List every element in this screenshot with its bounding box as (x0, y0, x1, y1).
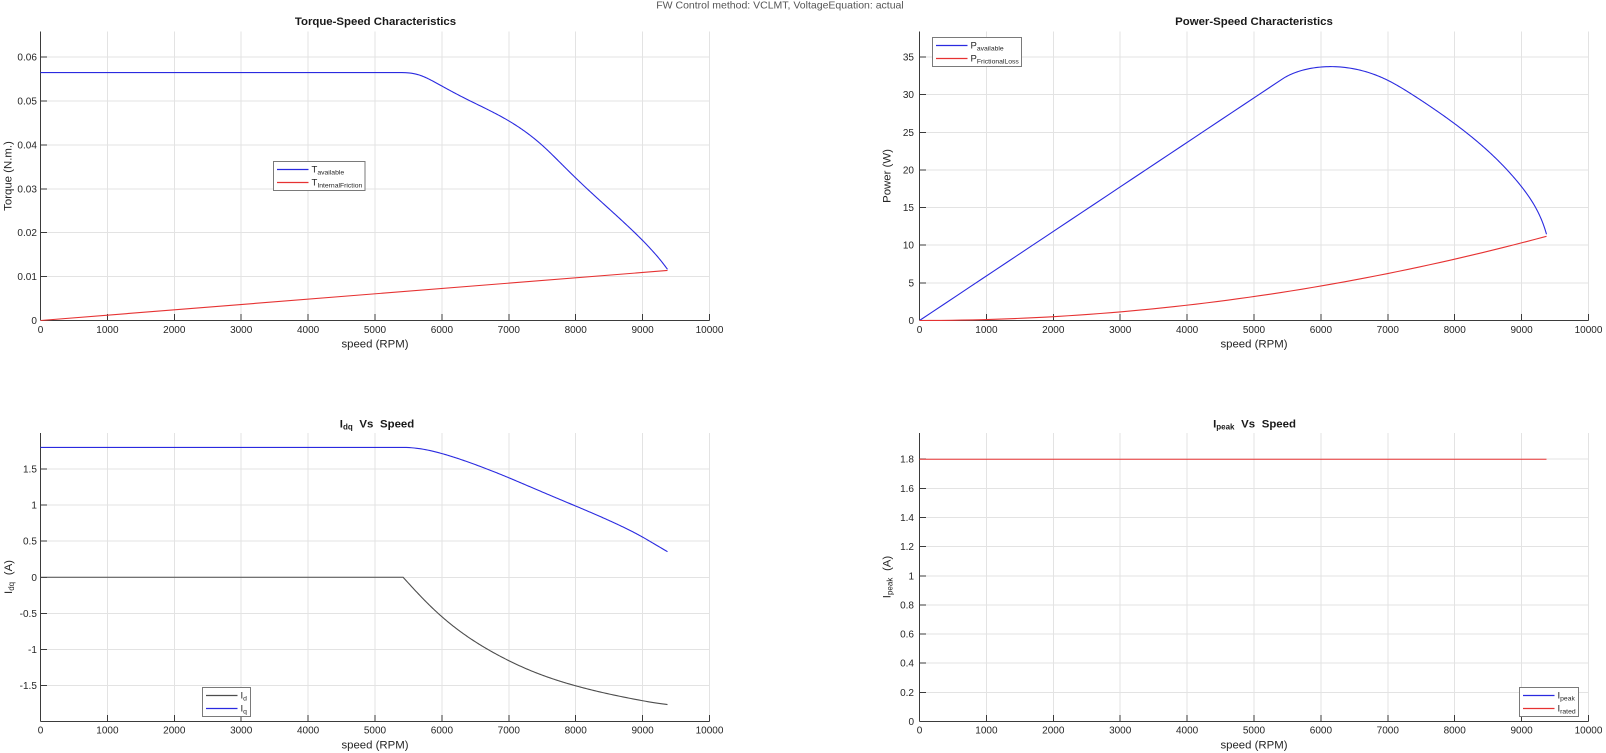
svg-text:1000: 1000 (96, 325, 119, 336)
svg-text:0.8: 0.8 (900, 600, 914, 611)
svg-text:0.02: 0.02 (17, 228, 37, 239)
svg-text:0: 0 (31, 573, 37, 584)
svg-text:10000: 10000 (696, 726, 724, 737)
svg-text:0: 0 (38, 325, 44, 336)
svg-text:35: 35 (903, 53, 915, 64)
svg-text:3000: 3000 (1109, 325, 1132, 336)
svg-text:0: 0 (917, 325, 923, 336)
svg-text:-1: -1 (28, 645, 37, 656)
svg-text:20: 20 (903, 166, 915, 177)
svg-text:-1.5: -1.5 (20, 681, 38, 692)
svg-text:5000: 5000 (1243, 726, 1266, 737)
svg-text:8000: 8000 (1444, 325, 1467, 336)
svg-text:7000: 7000 (1377, 726, 1400, 737)
svg-text:speed (RPM): speed (RPM) (1220, 740, 1287, 752)
svg-text:5: 5 (908, 278, 914, 289)
svg-text:8000: 8000 (1444, 726, 1467, 737)
svg-text:5000: 5000 (1243, 325, 1266, 336)
svg-text:0.5: 0.5 (23, 537, 37, 548)
svg-text:7000: 7000 (1377, 325, 1400, 336)
svg-text:6000: 6000 (431, 726, 454, 737)
svg-text:1: 1 (908, 571, 914, 582)
svg-text:5000: 5000 (364, 325, 387, 336)
svg-text:speed (RPM): speed (RPM) (1220, 339, 1287, 351)
svg-text:1: 1 (31, 501, 37, 512)
svg-text:4000: 4000 (297, 726, 320, 737)
svg-text:0.06: 0.06 (17, 53, 37, 64)
svg-text:0.6: 0.6 (900, 630, 914, 641)
svg-text:Power (W): Power (W) (882, 149, 894, 203)
svg-text:0: 0 (31, 316, 37, 327)
svg-text:1000: 1000 (975, 726, 998, 737)
svg-text:6000: 6000 (1310, 726, 1333, 737)
svg-text:1000: 1000 (975, 325, 998, 336)
svg-text:1000: 1000 (96, 726, 119, 737)
svg-text:0: 0 (38, 726, 44, 737)
svg-text:1.4: 1.4 (900, 513, 914, 524)
svg-text:10000: 10000 (1575, 325, 1603, 336)
svg-text:2000: 2000 (1042, 726, 1065, 737)
svg-text:2000: 2000 (1042, 325, 1065, 336)
svg-text:2000: 2000 (163, 325, 186, 336)
svg-text:7000: 7000 (498, 325, 521, 336)
svg-text:FW Control method: VCLMT, Volt: FW Control method: VCLMT, VoltageEquatio… (656, 0, 903, 12)
svg-text:speed (RPM): speed (RPM) (341, 740, 408, 752)
svg-text:0.03: 0.03 (17, 184, 37, 195)
svg-text:3000: 3000 (230, 726, 253, 737)
svg-text:9000: 9000 (631, 726, 654, 737)
svg-text:9000: 9000 (1510, 325, 1533, 336)
svg-text:6000: 6000 (1310, 325, 1333, 336)
svg-text:0: 0 (908, 717, 914, 728)
svg-text:4000: 4000 (1176, 726, 1199, 737)
svg-text:1.2: 1.2 (900, 542, 914, 553)
svg-text:15: 15 (903, 203, 915, 214)
svg-text:1.5: 1.5 (23, 465, 37, 476)
svg-text:3000: 3000 (1109, 726, 1132, 737)
svg-text:9000: 9000 (631, 325, 654, 336)
svg-text:10000: 10000 (696, 325, 724, 336)
svg-text:Torque (N.m.): Torque (N.m.) (3, 141, 15, 211)
svg-text:0.04: 0.04 (17, 141, 37, 152)
svg-text:8000: 8000 (565, 726, 588, 737)
svg-text:25: 25 (903, 128, 915, 139)
svg-text:6000: 6000 (431, 325, 454, 336)
svg-text:Ipeak Vs Speed: Ipeak Vs Speed (1213, 419, 1296, 432)
svg-text:Idq Vs Speed: Idq Vs Speed (340, 419, 414, 432)
svg-text:9000: 9000 (1510, 726, 1533, 737)
svg-text:0.05: 0.05 (17, 97, 37, 108)
svg-text:10000: 10000 (1575, 726, 1603, 737)
svg-text:4000: 4000 (1176, 325, 1199, 336)
svg-text:Power-Speed Characteristics: Power-Speed Characteristics (1175, 16, 1333, 28)
svg-text:0.01: 0.01 (17, 272, 37, 283)
svg-text:0: 0 (917, 726, 923, 737)
svg-text:3000: 3000 (230, 325, 253, 336)
svg-text:-0.5: -0.5 (20, 609, 38, 620)
svg-text:1.8: 1.8 (900, 455, 914, 466)
svg-text:10: 10 (903, 241, 915, 252)
svg-text:1.6: 1.6 (900, 484, 914, 495)
svg-text:7000: 7000 (498, 726, 521, 737)
svg-text:0.4: 0.4 (900, 659, 914, 670)
svg-text:Id: Id (241, 691, 248, 703)
svg-text:30: 30 (903, 90, 915, 101)
svg-text:2000: 2000 (163, 726, 186, 737)
svg-text:5000: 5000 (364, 726, 387, 737)
svg-text:speed (RPM): speed (RPM) (341, 339, 408, 351)
svg-text:8000: 8000 (565, 325, 588, 336)
svg-text:Idq (A): Idq (A) (3, 560, 16, 594)
svg-text:Torque-Speed Characteristics: Torque-Speed Characteristics (295, 16, 456, 28)
svg-text:0: 0 (908, 316, 914, 327)
svg-text:4000: 4000 (297, 325, 320, 336)
svg-text:Iq: Iq (241, 704, 248, 716)
svg-text:0.2: 0.2 (900, 688, 914, 699)
